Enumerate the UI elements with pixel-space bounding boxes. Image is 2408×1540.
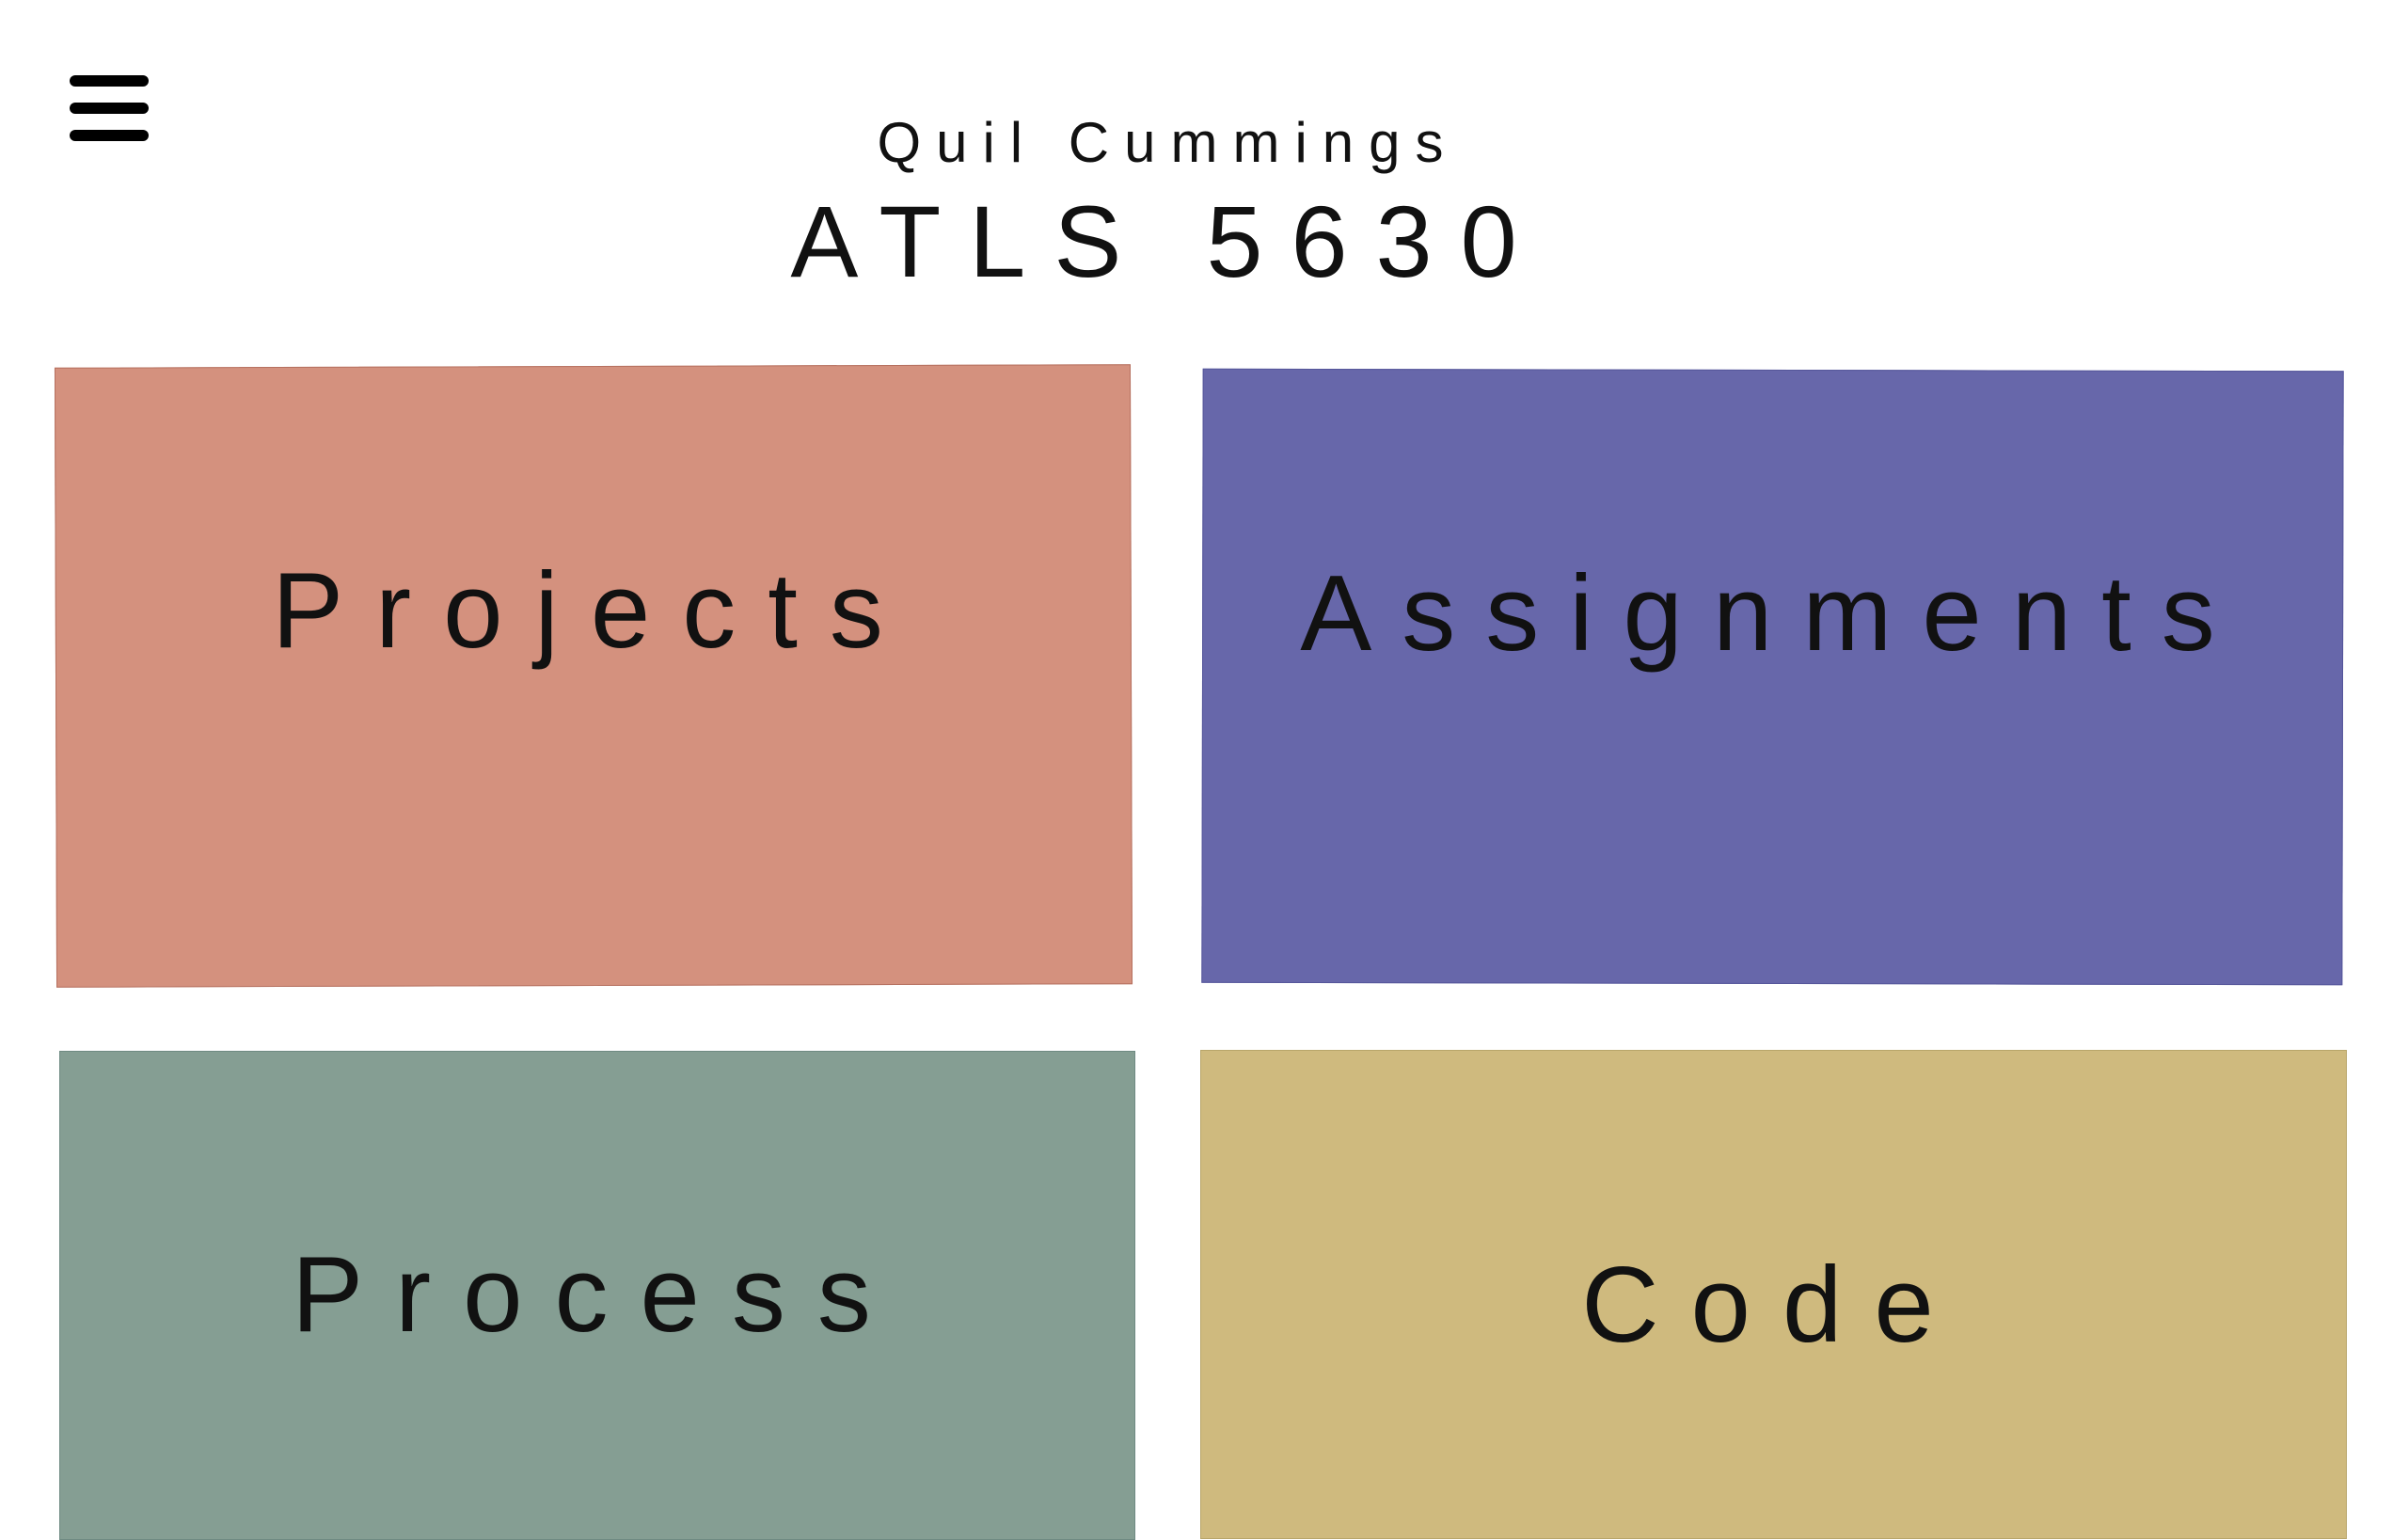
menu-bar-top xyxy=(70,75,149,87)
menu-bar-middle xyxy=(70,103,149,114)
author-name: Quil Cummings xyxy=(877,111,1459,174)
hamburger-menu-icon[interactable] xyxy=(68,73,150,145)
menu-bar-bottom xyxy=(70,130,149,141)
process-tile[interactable] xyxy=(59,1051,1135,1540)
page-title: ATLS 5630 xyxy=(790,184,1545,298)
code-tile[interactable] xyxy=(1200,1050,2347,1539)
assignments-tile[interactable] xyxy=(1201,368,2344,986)
projects-tile[interactable] xyxy=(54,364,1133,988)
page-header: Quil Cummings ATLS 5630 xyxy=(0,0,2408,320)
